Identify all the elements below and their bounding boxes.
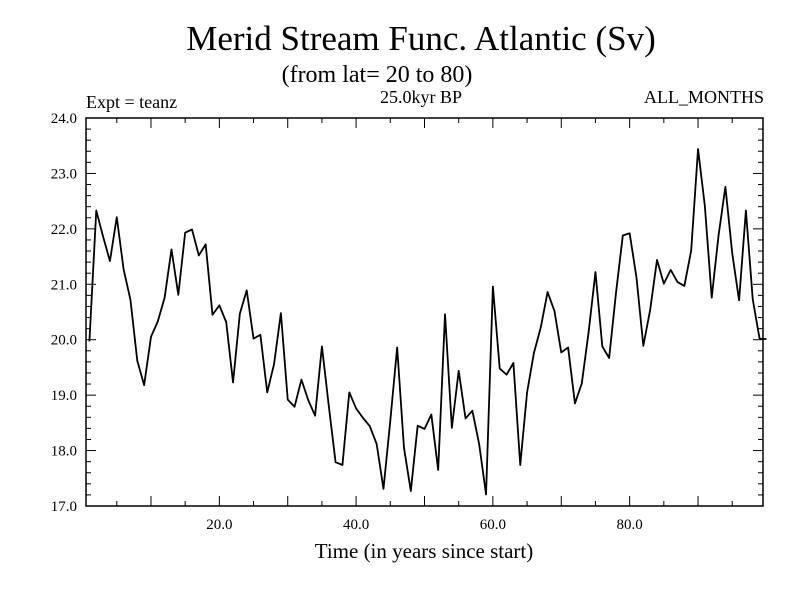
x-tick-label: 80.0	[617, 517, 643, 533]
y-tick-label: 18.0	[51, 444, 77, 460]
y-tick-label: 19.0	[51, 388, 77, 404]
y-tick-label: 17.0	[51, 499, 77, 515]
plot-frame	[85, 117, 764, 507]
x-tick-label: 20.0	[206, 517, 232, 533]
x-tick-label: 40.0	[343, 517, 369, 533]
experiment-label: Expt = teanz	[86, 92, 177, 112]
y-tick-label: 20.0	[51, 333, 77, 349]
chart-subtitle: (from lat= 20 to 80)	[282, 62, 473, 88]
y-tick-label: 21.0	[51, 277, 77, 293]
series-line	[88, 148, 767, 496]
chart-title: Merid Stream Func. Atlantic (Sv)	[186, 19, 656, 58]
months-label: ALL_MONTHS	[644, 87, 764, 107]
axis-tick-labels: 20.0 40.0 60.0 80.0 17.0 18.0 19.0 20.0 21.0 22.0…	[51, 111, 643, 533]
y-tick-label: 23.0	[51, 166, 77, 182]
axis-ticks	[86, 117, 763, 507]
x-tick-label: 60.0	[480, 517, 506, 533]
y-tick-label: 22.0	[51, 222, 77, 238]
x-axis-label: Time (in years since start)	[315, 539, 534, 563]
period-label: 25.0kyr BP	[380, 87, 462, 107]
y-tick-label: 24.0	[51, 111, 77, 127]
